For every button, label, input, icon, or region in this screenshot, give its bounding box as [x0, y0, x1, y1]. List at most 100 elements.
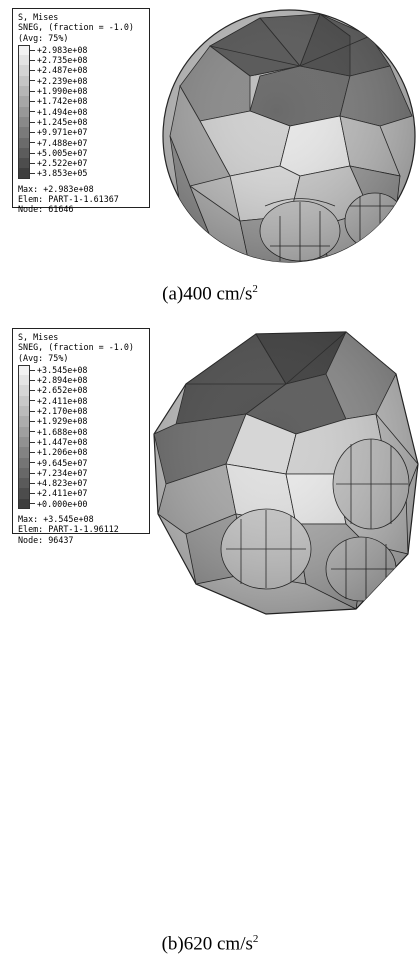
- scale-row: +1.447e+08: [18, 436, 144, 448]
- deformed-sphere-mesh: [153, 331, 419, 615]
- scale-swatch: [18, 65, 30, 76]
- legend-node: Node: 61646: [18, 204, 74, 215]
- scale-label: +2.735e+08: [37, 55, 88, 66]
- scale-swatch: [18, 127, 30, 138]
- scale-swatch: [18, 106, 30, 117]
- legend-elem: Elem: PART-1-1.61367: [18, 194, 119, 205]
- scale-label: +7.488e+07: [37, 137, 88, 148]
- scale-swatch: [18, 75, 30, 87]
- caption-a-text: (a)400 cm/s: [162, 283, 253, 305]
- scale-tick: [30, 152, 35, 154]
- scale-swatch: [18, 498, 30, 510]
- scale-tick: [30, 431, 35, 433]
- scale-swatch: [18, 168, 30, 179]
- scale-tick: [30, 121, 35, 123]
- scale-label: +1.688e+08: [37, 426, 88, 437]
- stress-legend: S, Mises SNEG, (fraction = -1.0) (Avg: 7…: [12, 8, 150, 214]
- scale-tick: [30, 462, 35, 464]
- scale-swatch: [18, 385, 30, 396]
- scale-row: +3.545e+08: [18, 364, 144, 376]
- scale-tick: [30, 173, 35, 175]
- scale-label: +5.005e+07: [37, 147, 88, 158]
- scale-swatch: [18, 488, 30, 499]
- scale-swatch: [18, 436, 30, 448]
- scale-tick: [30, 472, 35, 474]
- scale-label: +1.447e+08: [37, 436, 88, 447]
- legend-node: Node: 96437: [18, 534, 74, 545]
- scale-label: +2.411e+07: [37, 488, 88, 499]
- scale-row: +9.971e+07: [18, 127, 144, 138]
- legend-max: Max: +3.545e+08: [18, 514, 94, 525]
- scale-row: +2.487e+08: [18, 65, 144, 76]
- legend-max: Max: +2.983e+08: [18, 183, 94, 194]
- caption-b-text: (b)620 cm/s: [161, 933, 253, 955]
- scale-label: +1.206e+08: [37, 447, 88, 458]
- scale-label: +4.823e+07: [37, 478, 88, 489]
- scale-tick: [30, 451, 35, 453]
- scale-row: +2.652e+08: [18, 385, 144, 396]
- scale-swatch: [18, 416, 30, 427]
- legend-avg: (Avg: 75%): [18, 352, 69, 363]
- scale-label: +0.000e+00: [37, 498, 88, 509]
- scale-swatch: [18, 116, 30, 128]
- panel-a: S, Mises SNEG, (fraction = -1.0) (Avg: 7…: [0, 0, 420, 304]
- stress-legend: S, Mises SNEG, (fraction = -1.0) (Avg: 7…: [12, 328, 150, 545]
- caption-b-sup: 2: [252, 933, 259, 945]
- scale-tick: [30, 441, 35, 443]
- scale-row: +9.645e+07: [18, 457, 144, 468]
- scale-row: +3.853e+05: [18, 168, 144, 179]
- color-scale: +3.545e+08 +2.894e+08 +2.652e+08 +2.411e+08…: [18, 364, 144, 510]
- scale-tick: [30, 142, 35, 144]
- scale-row: +1.245e+08: [18, 116, 144, 128]
- legend-sneg: SNEG, (fraction = -1.0): [18, 342, 134, 353]
- scale-tick: [30, 49, 35, 51]
- scale-label: +2.894e+08: [37, 375, 88, 386]
- scale-tick: [30, 493, 35, 495]
- scale-tick: [30, 482, 35, 484]
- scale-tick: [30, 59, 35, 61]
- scale-swatch: [18, 395, 30, 407]
- legend-avg: (Avg: 75%): [18, 32, 69, 43]
- scale-row: +1.494e+08: [18, 106, 144, 117]
- scale-swatch: [18, 55, 30, 66]
- scale-tick: [30, 70, 35, 72]
- scale-label: +9.971e+07: [37, 127, 88, 138]
- scale-swatch: [18, 457, 30, 468]
- scale-row: +1.742e+08: [18, 96, 144, 107]
- legend-elem: Elem: PART-1-1.96112: [18, 524, 119, 535]
- scale-swatch: [18, 86, 30, 97]
- scale-row: +2.735e+08: [18, 55, 144, 66]
- scale-row: +2.522e+07: [18, 158, 144, 169]
- scale-swatch: [18, 137, 30, 148]
- caption-b: (b)620 cm/s2: [0, 933, 420, 955]
- scale-swatch: [18, 426, 30, 437]
- color-scale: +2.983e+08 +2.735e+08 +2.487e+08 +2.239e+08…: [18, 44, 144, 179]
- scale-row: +7.234e+07: [18, 467, 144, 479]
- scale-tick: [30, 369, 35, 371]
- scale-row: +1.206e+08: [18, 447, 144, 458]
- scale-swatch: [18, 147, 30, 159]
- scale-tick: [30, 390, 35, 392]
- scale-tick: [30, 503, 35, 505]
- scale-label: +1.990e+08: [37, 86, 88, 97]
- scale-tick: [30, 410, 35, 412]
- scale-label: +3.545e+08: [37, 364, 88, 375]
- legend-sneg: SNEG, (fraction = -1.0): [18, 22, 134, 33]
- scale-row: +7.488e+07: [18, 137, 144, 148]
- panel-b: S, Mises SNEG, (fraction = -1.0) (Avg: 7…: [0, 318, 420, 954]
- deformed-sphere-mesh: [162, 9, 416, 263]
- scale-label: +2.487e+08: [37, 65, 88, 76]
- scale-label: +7.234e+07: [37, 467, 88, 478]
- scale-swatch: [18, 447, 30, 458]
- scale-tick: [30, 111, 35, 113]
- scale-row: +2.411e+07: [18, 488, 144, 499]
- scale-swatch: [18, 478, 30, 489]
- scale-label: +2.170e+08: [37, 406, 88, 417]
- scale-swatch: [18, 44, 30, 56]
- scale-tick: [30, 379, 35, 381]
- scale-tick: [30, 101, 35, 103]
- scale-row: +1.688e+08: [18, 426, 144, 437]
- scale-swatch: [18, 364, 30, 376]
- legend-title: S, Mises: [18, 332, 59, 342]
- scale-label: +9.645e+07: [37, 457, 88, 468]
